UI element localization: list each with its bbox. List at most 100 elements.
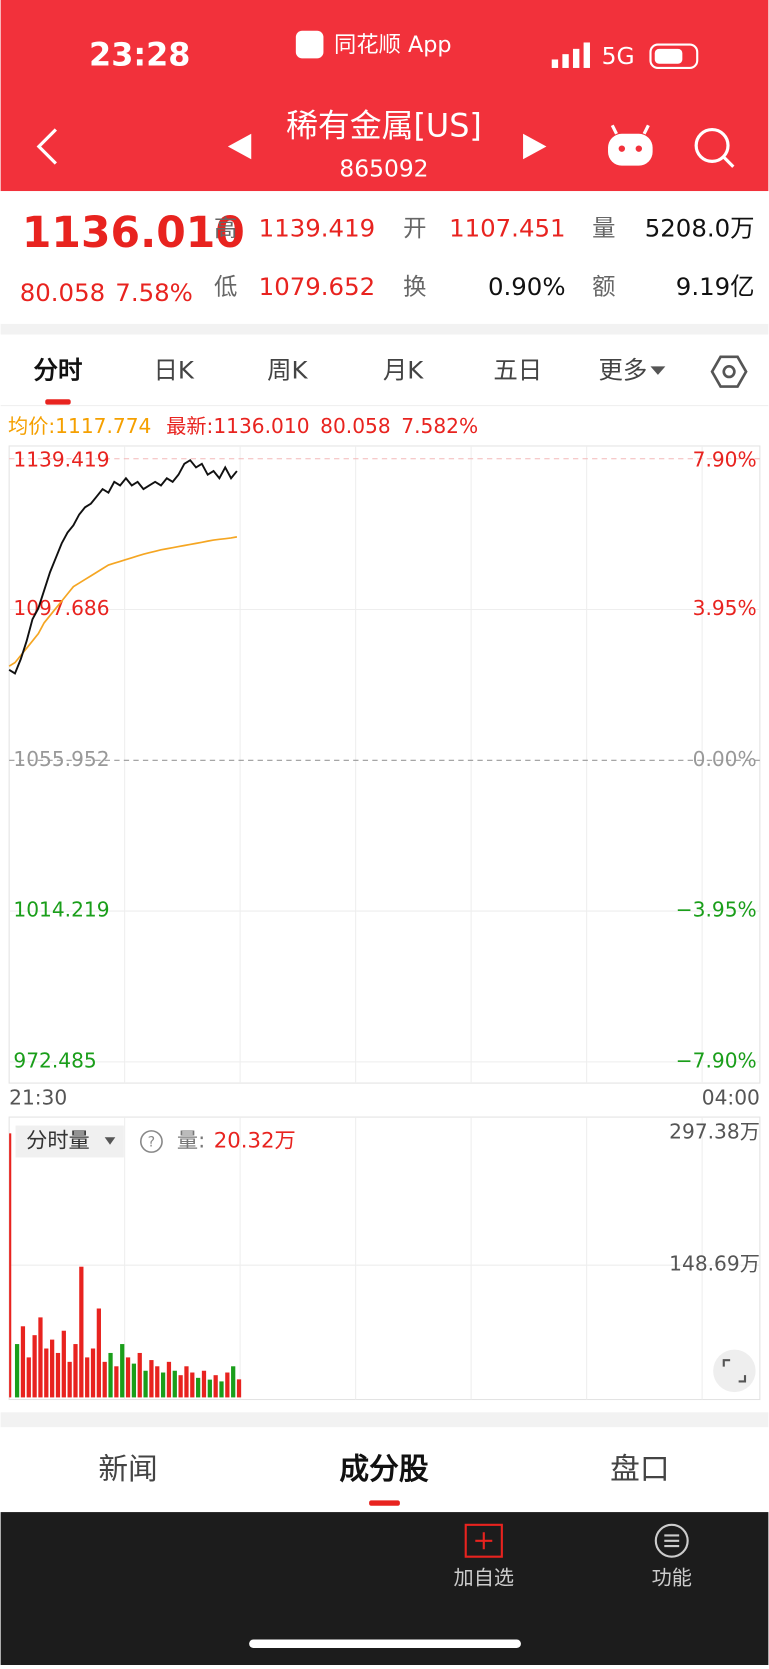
- next[interactable]: [523, 133, 547, 160]
- tab[interactable]: 分时: [34, 356, 83, 385]
- bottom-tab[interactable]: 成分股: [339, 1452, 428, 1487]
- volume-bar: [190, 1372, 195, 1398]
- field-value: 1107.451: [449, 213, 565, 242]
- add-icon[interactable]: [464, 1523, 503, 1558]
- field-label: 量: [592, 214, 615, 242]
- volume-bar: [120, 1344, 125, 1398]
- volume-bar: [160, 1372, 166, 1398]
- y2-tick-label: 3.95%: [693, 596, 757, 620]
- volume-bar: [50, 1339, 55, 1398]
- volume-tick-label: 297.38万: [669, 1120, 760, 1144]
- latest-change: 80.058: [320, 413, 391, 437]
- field-value: 0.90%: [488, 272, 566, 301]
- volume-bar: [79, 1266, 84, 1398]
- latest-pct: 7.582%: [401, 413, 478, 437]
- volume-bar: [14, 1344, 20, 1398]
- y2-tick-label: 0.00%: [693, 747, 757, 771]
- y2-tick-label: −3.95%: [676, 898, 757, 922]
- tab[interactable]: 日K: [154, 356, 195, 385]
- volume-tick-label: 148.69万: [669, 1252, 760, 1276]
- y-tick-label: 1139.419: [13, 447, 109, 471]
- y-tick-label: 1097.686: [13, 596, 109, 620]
- app-name: 同花顺 App: [334, 32, 451, 58]
- volume-bar: [155, 1366, 160, 1398]
- volume-bar: [38, 1317, 43, 1398]
- field-value: 1139.419: [259, 213, 375, 242]
- change: 80.058: [20, 278, 105, 307]
- avg: 1117.774: [55, 413, 151, 437]
- volume-bar: [20, 1326, 26, 1398]
- price-line: [8, 536, 238, 667]
- volume-bar: [55, 1352, 61, 1398]
- code: 865092: [339, 154, 428, 182]
- separator: [0, 323, 769, 335]
- volume-bar: [207, 1379, 212, 1398]
- caret: [104, 1137, 116, 1145]
- tab[interactable]: 周K: [267, 356, 308, 385]
- volume-selector[interactable]: [15, 1125, 124, 1158]
- volume-bar: [178, 1375, 183, 1398]
- settings[interactable]: [710, 355, 748, 388]
- more-caret: [650, 366, 666, 375]
- volume-bar: [137, 1352, 142, 1398]
- robot[interactable]: [608, 124, 653, 166]
- latest: 1136.010: [213, 413, 309, 437]
- action[interactable]: 功能: [652, 1565, 692, 1589]
- volume-bar: [143, 1370, 148, 1398]
- battery-level: [654, 48, 683, 64]
- field-label: 低: [214, 272, 237, 300]
- volume-value: 20.32万: [214, 1129, 296, 1154]
- volume-bar: [172, 1370, 177, 1398]
- volume-bar: [44, 1348, 49, 1398]
- bottom-indicator: [369, 1500, 400, 1506]
- volume-bar: [201, 1370, 207, 1398]
- price: 1136.010: [22, 209, 245, 258]
- field-value: 9.19亿: [676, 272, 755, 301]
- bottom-tab[interactable]: 盘口: [610, 1452, 669, 1487]
- avg-label: 均价:: [8, 413, 55, 437]
- volume-bar: [73, 1344, 78, 1398]
- y-tick-label: 972.485: [13, 1048, 96, 1072]
- volume-bar: [32, 1335, 37, 1398]
- func-icon[interactable]: [654, 1523, 689, 1558]
- volume-bar: [90, 1348, 96, 1398]
- tab-indicator: [45, 399, 71, 405]
- volume-bar: [213, 1375, 218, 1398]
- tab[interactable]: 月K: [383, 356, 424, 385]
- field-label: 额: [592, 272, 615, 300]
- expand[interactable]: [713, 1349, 756, 1393]
- volume-line: 量: 20.32万: [177, 1129, 296, 1154]
- volume-bar: [61, 1330, 66, 1398]
- tab[interactable]: 五日: [493, 356, 542, 385]
- prev[interactable]: [227, 133, 252, 160]
- volume-bar: [85, 1357, 90, 1398]
- volume-bar: [219, 1381, 224, 1398]
- y2-tick-label: 7.90%: [693, 447, 757, 471]
- change-pct: 7.58%: [115, 278, 193, 307]
- volume-bar: [102, 1361, 107, 1398]
- volume-bar: [236, 1379, 242, 1398]
- help[interactable]: [140, 1130, 163, 1153]
- volume-bar: [231, 1366, 236, 1398]
- volume-bar: [96, 1308, 101, 1398]
- back[interactable]: [36, 128, 57, 165]
- volume-bar: [225, 1372, 230, 1398]
- y-tick-label: 1055.952: [13, 747, 109, 771]
- action[interactable]: 加自选: [454, 1565, 514, 1589]
- y-tick-label: 1014.219: [13, 898, 109, 922]
- home-indicator: [249, 1639, 521, 1649]
- field-label: 换: [403, 272, 426, 300]
- y2-tick-label: −7.90%: [676, 1048, 757, 1072]
- volume-bar: [26, 1357, 31, 1398]
- x-tick-label: 21:30: [9, 1086, 67, 1110]
- volume-title: 分时量: [26, 1129, 90, 1154]
- separator: [0, 1412, 769, 1428]
- field-label: 高: [214, 214, 237, 242]
- volume-bar: [114, 1366, 119, 1398]
- search[interactable]: [694, 127, 735, 168]
- chart-frame: [8, 445, 761, 1084]
- volume-bar: [166, 1361, 172, 1398]
- bottom-tab[interactable]: 新闻: [98, 1452, 157, 1487]
- tab[interactable]: 更多: [598, 356, 647, 385]
